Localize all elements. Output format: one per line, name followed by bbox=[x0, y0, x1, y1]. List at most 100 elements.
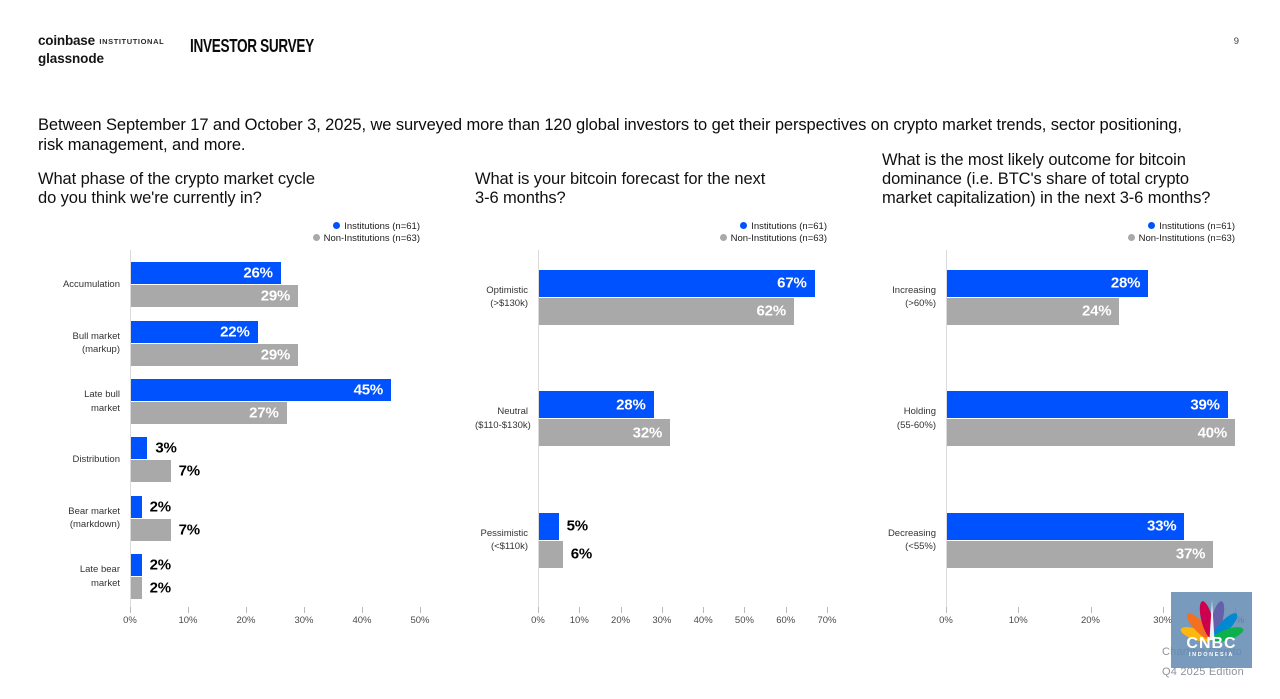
value-label: 3% bbox=[155, 439, 177, 457]
axis-tick bbox=[1090, 606, 1092, 613]
bar: 27% bbox=[130, 402, 287, 425]
value-label: 39% bbox=[1190, 396, 1220, 414]
legend-dot bbox=[740, 222, 748, 229]
bar: 29% bbox=[130, 343, 299, 366]
bar-zone: 28% 24% bbox=[946, 269, 1235, 326]
coinbase-logo-text: coinbase bbox=[38, 33, 95, 48]
intro-text: Between September 17 and October 3, 2025… bbox=[38, 115, 1182, 155]
category-label: Decreasing (<55%) bbox=[887, 527, 936, 553]
category-label: Increasing (>60%) bbox=[892, 284, 936, 310]
value-label: 29% bbox=[260, 287, 291, 305]
bar bbox=[130, 577, 142, 600]
bar-zone: 67% 62% bbox=[538, 269, 827, 326]
category-label: Late bear market bbox=[79, 564, 120, 589]
value-label: 2% bbox=[149, 556, 171, 574]
legend-item: Non-Institutions (n=63) bbox=[882, 233, 1235, 245]
axis-tick bbox=[304, 606, 305, 613]
chart-plot: Increasing (>60%) 28% 24% Holding (55-60%) 3… bbox=[882, 249, 1245, 630]
bar-zone: 5% 6% bbox=[538, 512, 827, 569]
bar-line: 45% bbox=[130, 379, 420, 402]
axis-tick-label: 50% bbox=[734, 614, 754, 626]
axis-tick-label: 10% bbox=[1008, 614, 1028, 626]
bar-line: 32% bbox=[538, 419, 827, 447]
chart-title: What is the most likely outcome for bitc… bbox=[882, 150, 1211, 207]
axis-tick-label: 10% bbox=[569, 614, 589, 626]
bar-group: Bear market (markdown) 2% 7% bbox=[38, 495, 420, 542]
value-label: 2% bbox=[149, 579, 171, 597]
bar-rows: Optimistic (>$130k) 67% 62% Neutral ($110-$… bbox=[475, 256, 827, 606]
cnbc-indonesia-logo: CNBC INDONESIA bbox=[1171, 592, 1252, 668]
value-label: 28% bbox=[1110, 274, 1141, 292]
axis-tick-label: 0% bbox=[939, 614, 953, 626]
category-label: Optimistic (>$130k) bbox=[486, 284, 528, 310]
bar-line: 3% bbox=[130, 437, 420, 460]
legend-item: Institutions (n=61) bbox=[38, 221, 420, 233]
axis-tick bbox=[1018, 606, 1020, 613]
axis-tick-label: 70% bbox=[817, 614, 837, 626]
axis-tick bbox=[946, 606, 947, 613]
chart-market-cycle: What phase of the crypto market cycle do… bbox=[38, 148, 430, 630]
x-axis: 0% 10% 20% 30% 40% 50% bbox=[38, 606, 430, 630]
bar-rows: Increasing (>60%) 28% 24% Holding (55-60%) 3… bbox=[882, 256, 1235, 606]
bar: 40% bbox=[946, 419, 1235, 447]
bar-zone: 26% 29% bbox=[130, 261, 420, 308]
axis-tick-label: 40% bbox=[693, 614, 713, 626]
legend-item: Non-Institutions (n=63) bbox=[475, 233, 827, 245]
value-label: 27% bbox=[249, 404, 279, 422]
bar-rows: Accumulation 26% 29% Bull market (markup) 22… bbox=[38, 256, 420, 606]
bar-line: 29% bbox=[130, 285, 420, 308]
category-label: Bull market (markup) bbox=[72, 330, 120, 356]
axis-tick-label: 20% bbox=[1080, 614, 1101, 626]
legend-item: Institutions (n=61) bbox=[475, 221, 827, 233]
axis-tick-label: 40% bbox=[352, 614, 372, 626]
chart-title: What is your bitcoin forecast for the ne… bbox=[475, 169, 766, 207]
axis-tick bbox=[188, 606, 189, 613]
value-label: 40% bbox=[1197, 424, 1228, 442]
axis-tick bbox=[744, 606, 746, 613]
legend-item: Institutions (n=61) bbox=[882, 221, 1235, 233]
bar-line: 28% bbox=[538, 391, 827, 419]
bar bbox=[538, 512, 559, 540]
value-label: 37% bbox=[1175, 545, 1206, 563]
bar-line: 26% bbox=[130, 262, 420, 285]
axis-tick-label: 0% bbox=[123, 614, 137, 626]
bar-line: 37% bbox=[946, 540, 1235, 568]
bar-line: 29% bbox=[130, 343, 420, 366]
bar: 32% bbox=[538, 419, 671, 447]
institutional-logo-text: INSTITUTIONAL bbox=[99, 37, 165, 46]
bar-group: Neutral ($110-$130k) 28% 32% bbox=[475, 390, 827, 447]
value-label: 62% bbox=[756, 302, 787, 320]
bar-line: 40% bbox=[946, 419, 1235, 447]
bar-group: Accumulation 26% 29% bbox=[38, 261, 420, 308]
value-label: 7% bbox=[178, 462, 200, 480]
bar-line: 62% bbox=[538, 297, 827, 325]
bar: 62% bbox=[538, 297, 794, 325]
bar-group: Optimistic (>$130k) 67% 62% bbox=[475, 269, 827, 326]
bar-group: Bull market (markup) 22% 29% bbox=[38, 320, 420, 367]
bar-zone: 22% 29% bbox=[130, 320, 420, 367]
axis-tick bbox=[827, 606, 828, 613]
bar: 45% bbox=[130, 379, 391, 402]
value-label: 7% bbox=[178, 521, 200, 539]
bar: 22% bbox=[130, 320, 258, 343]
legend-label: Institutions (n=61) bbox=[1159, 221, 1235, 232]
bar-zone: 39% 40% bbox=[946, 390, 1235, 447]
bar: 33% bbox=[946, 512, 1185, 540]
bar-zone: 28% 32% bbox=[538, 390, 827, 447]
value-label: 67% bbox=[777, 274, 807, 292]
report-title: INVESTOR SURVEY bbox=[190, 36, 314, 57]
value-label: 45% bbox=[353, 381, 384, 399]
axis-tick-label: 20% bbox=[236, 614, 256, 626]
chart-legend: Institutions (n=61) Non-Institutions (n=6… bbox=[882, 221, 1235, 245]
value-label: 29% bbox=[260, 346, 291, 364]
value-label: 6% bbox=[570, 545, 593, 563]
legend-label: Non-Institutions (n=63) bbox=[323, 232, 420, 244]
bar bbox=[130, 495, 142, 518]
bar: 28% bbox=[538, 391, 654, 419]
legend-label: Institutions (n=61) bbox=[751, 221, 827, 232]
coinbase-glassnode-logo: coinbase INSTITUTIONAL glassnode bbox=[38, 32, 164, 69]
value-label: 26% bbox=[243, 264, 273, 282]
category-label: Bear market (markdown) bbox=[68, 505, 120, 531]
bar-line: 24% bbox=[946, 297, 1235, 325]
